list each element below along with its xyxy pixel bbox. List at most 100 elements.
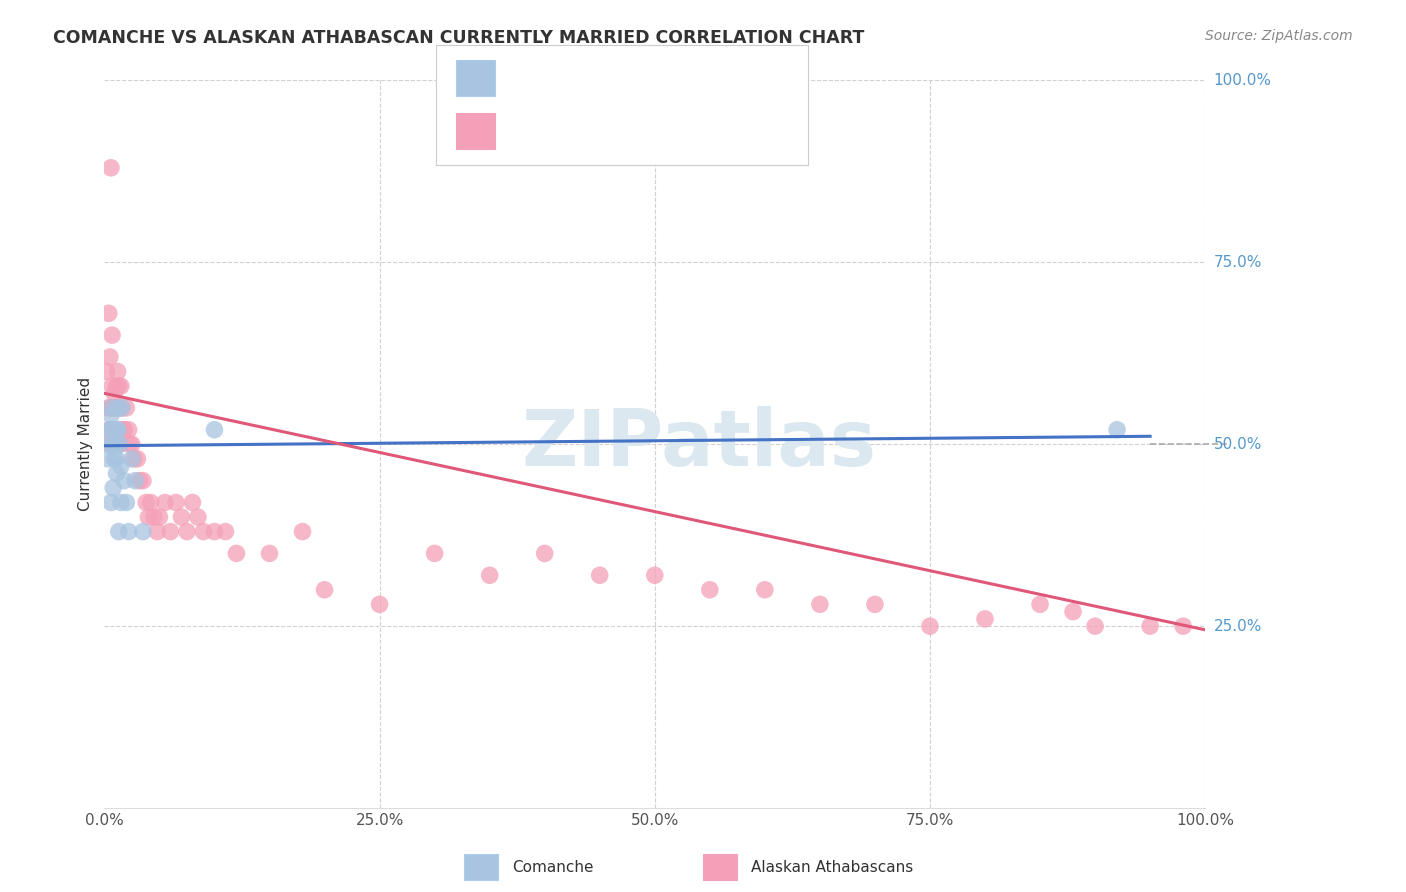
Point — [146, 524, 169, 539]
Point — [127, 451, 149, 466]
Point — [478, 568, 501, 582]
Point — [115, 495, 138, 509]
Text: 74: 74 — [683, 122, 709, 140]
Point — [314, 582, 336, 597]
Point — [111, 401, 134, 415]
Point — [110, 495, 132, 509]
Point — [97, 306, 120, 320]
Point — [103, 437, 125, 451]
Point — [225, 546, 247, 560]
Point — [181, 495, 204, 509]
Point — [107, 379, 129, 393]
Point — [165, 495, 187, 509]
Point — [148, 510, 170, 524]
Point — [159, 524, 181, 539]
Point — [132, 524, 155, 539]
Point — [142, 510, 165, 524]
Point — [118, 437, 141, 451]
Point — [1107, 423, 1129, 437]
Text: ZIPatlas: ZIPatlas — [522, 406, 876, 483]
Point — [974, 612, 997, 626]
Point — [101, 423, 124, 437]
Text: -0.637: -0.637 — [554, 122, 619, 140]
Point — [104, 437, 127, 451]
Point — [1171, 619, 1194, 633]
Point — [100, 401, 122, 415]
Point — [139, 495, 162, 509]
Point — [98, 423, 121, 437]
Point — [1029, 598, 1052, 612]
Point — [863, 598, 886, 612]
Point — [138, 510, 160, 524]
Point — [115, 401, 138, 415]
Point — [111, 401, 134, 415]
Text: 100.0%: 100.0% — [1213, 73, 1271, 88]
Point — [124, 474, 146, 488]
Point — [103, 481, 125, 495]
Point — [533, 546, 555, 560]
Point — [103, 437, 125, 451]
Text: 75.0%: 75.0% — [1213, 255, 1261, 270]
Point — [170, 510, 193, 524]
Point — [104, 423, 127, 437]
Point — [117, 524, 139, 539]
Point — [101, 401, 124, 415]
Point — [808, 598, 831, 612]
Point — [96, 365, 118, 379]
Text: Alaskan Athabascans: Alaskan Athabascans — [751, 860, 912, 874]
Point — [101, 328, 124, 343]
Point — [110, 459, 132, 474]
Point — [112, 423, 135, 437]
Point — [98, 350, 121, 364]
Point — [107, 423, 129, 437]
Point — [107, 401, 129, 415]
Point — [97, 423, 120, 437]
Point — [104, 401, 127, 415]
Point — [259, 546, 281, 560]
Point — [1084, 619, 1107, 633]
Point — [204, 423, 226, 437]
Point — [107, 401, 129, 415]
Point — [108, 437, 131, 451]
Point — [589, 568, 612, 582]
Point — [107, 423, 129, 437]
Point — [153, 495, 176, 509]
Text: N =: N = — [627, 122, 679, 140]
Point — [103, 401, 125, 415]
Point — [132, 474, 155, 488]
Point — [107, 365, 129, 379]
Text: 30: 30 — [683, 70, 709, 87]
Text: 25.0%: 25.0% — [1213, 619, 1261, 633]
Point — [100, 408, 122, 422]
Point — [101, 379, 124, 393]
Text: 50.0%: 50.0% — [1213, 437, 1261, 451]
Point — [97, 401, 120, 415]
Text: N =: N = — [627, 70, 679, 87]
Point — [1139, 619, 1161, 633]
Point — [98, 437, 121, 451]
Point — [214, 524, 236, 539]
Point — [117, 423, 139, 437]
Point — [368, 598, 391, 612]
Point — [204, 524, 226, 539]
Point — [107, 524, 129, 539]
Point — [128, 474, 150, 488]
Point — [104, 437, 127, 451]
Point — [108, 437, 131, 451]
Text: R =: R = — [512, 70, 551, 87]
Point — [107, 423, 129, 437]
Point — [105, 379, 128, 393]
Point — [1062, 605, 1084, 619]
Point — [103, 386, 125, 401]
Point — [103, 437, 125, 451]
Point — [121, 437, 143, 451]
Point — [100, 161, 122, 175]
Point — [918, 619, 941, 633]
Text: 0.013: 0.013 — [554, 70, 617, 87]
Point — [101, 401, 124, 415]
Point — [103, 451, 125, 466]
Point — [754, 582, 776, 597]
Point — [193, 524, 215, 539]
Point — [291, 524, 314, 539]
Point — [187, 510, 209, 524]
